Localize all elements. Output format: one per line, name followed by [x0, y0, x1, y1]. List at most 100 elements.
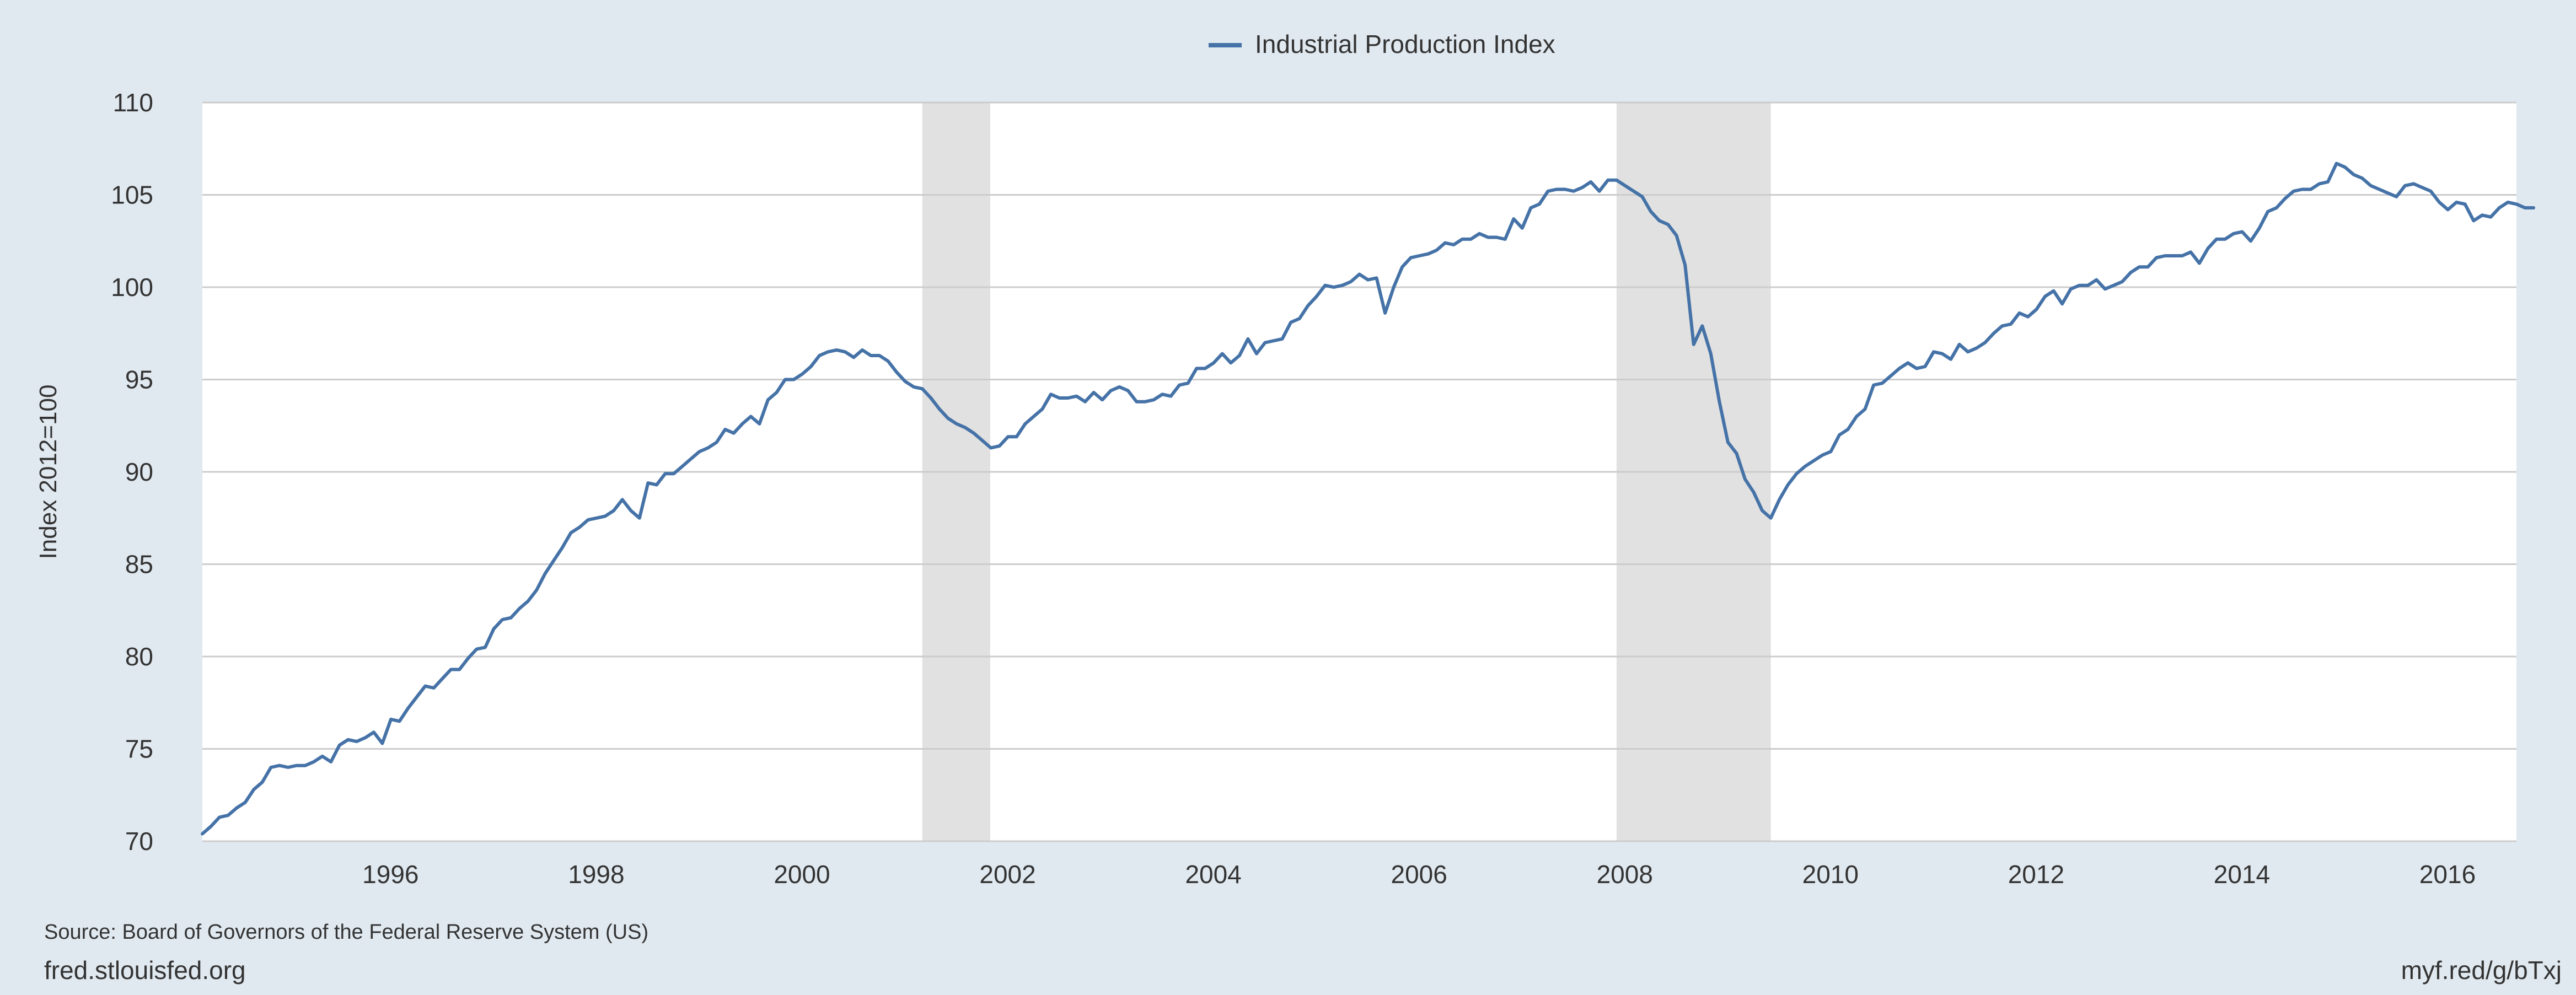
- x-tick-label-2016: 2016: [2419, 860, 2476, 889]
- x-tick-label-2000: 2000: [774, 860, 830, 889]
- data-point-220: [2087, 285, 2088, 286]
- data-point-98: [1042, 409, 1043, 410]
- data-point-99: [1050, 394, 1051, 395]
- data-point-253: [2370, 185, 2371, 186]
- data-point-139: [1393, 287, 1394, 288]
- y-axis-tick-labels: 70 75 80 85 90 95 100 105 110: [111, 88, 153, 856]
- data-point-18: [356, 741, 357, 742]
- y-tick-label-75: 75: [125, 735, 153, 763]
- data-point-228: [2156, 257, 2157, 258]
- data-point-93: [999, 446, 1000, 447]
- data-point-252: [2362, 178, 2363, 179]
- series-line-industrial-production-index[interactable]: [201, 162, 2536, 836]
- data-point-100: [1059, 398, 1060, 399]
- legend-label-industrial-production-index: Industrial Production Index: [1255, 30, 1555, 58]
- y-tick-label-110: 110: [113, 88, 153, 117]
- data-point-107: [1119, 386, 1120, 387]
- x-tick-label-2006: 2006: [1391, 860, 1447, 889]
- data-point-250: [2345, 167, 2346, 168]
- data-point-176: [1710, 353, 1711, 354]
- data-point-116: [1196, 368, 1197, 369]
- data-point-61: [725, 429, 726, 430]
- gridlines: [202, 101, 2516, 842]
- short-url-link[interactable]: myf.red/g/bTxj: [2401, 956, 2562, 985]
- data-point-180: [1745, 479, 1746, 480]
- data-point-103: [1085, 401, 1086, 402]
- data-point-65: [759, 423, 760, 424]
- data-point-254: [2379, 189, 2380, 190]
- data-point-74: [836, 349, 837, 350]
- data-point-135: [1359, 274, 1360, 275]
- data-point-209: [1993, 333, 1994, 334]
- data-point-63: [742, 423, 743, 424]
- data-point-205: [1959, 344, 1960, 345]
- data-point-179: [1736, 453, 1737, 454]
- data-point-86: [939, 409, 940, 410]
- data-point-211: [2010, 324, 2011, 325]
- data-point-270: [2516, 204, 2517, 205]
- data-point-193: [1856, 416, 1857, 417]
- data-point-9: [279, 765, 280, 766]
- data-point-20: [373, 732, 374, 733]
- data-point-265: [2473, 220, 2474, 221]
- y-tick-label-105: 105: [111, 181, 153, 209]
- data-point-168: [1642, 196, 1643, 197]
- data-point-60: [716, 442, 717, 443]
- data-point-221: [2096, 279, 2097, 280]
- data-point-130: [1316, 296, 1317, 297]
- data-point-37: [519, 608, 520, 609]
- y-tick-label-95: 95: [125, 365, 153, 394]
- data-point-30: [459, 669, 460, 670]
- data-point-149: [1479, 233, 1480, 234]
- data-point-200: [1916, 368, 1917, 369]
- data-point-215: [2045, 296, 2046, 297]
- data-point-21: [382, 743, 383, 744]
- x-tick-label-2014: 2014: [2214, 860, 2270, 889]
- y-tick-label-85: 85: [125, 550, 153, 579]
- x-tick-label-2002: 2002: [979, 860, 1035, 889]
- y-tick-label-70: 70: [125, 827, 153, 856]
- y-axis-label: Index 2012=100: [35, 385, 62, 560]
- data-point-256: [2396, 196, 2397, 197]
- data-point-101: [1068, 398, 1069, 399]
- data-point-151: [1496, 237, 1497, 238]
- data-point-56: [682, 466, 683, 467]
- data-point-106: [1110, 390, 1111, 391]
- data-point-177: [1719, 401, 1720, 402]
- data-point-245: [2302, 189, 2303, 190]
- x-tick-label-1996: 1996: [362, 860, 418, 889]
- data-point-33: [485, 647, 486, 648]
- data-point-249: [2336, 163, 2337, 164]
- data-point-251: [2353, 174, 2354, 175]
- data-point-133: [1342, 285, 1343, 286]
- data-point-182: [1762, 510, 1763, 511]
- x-tick-label-1998: 1998: [568, 860, 624, 889]
- data-point-0: [202, 833, 203, 834]
- data-point-29: [450, 669, 451, 670]
- data-point-67: [776, 392, 777, 393]
- x-axis-tick-labels: 1996 1998 2000 2002 2004 2006 2008 2010 2012 2014…: [362, 860, 2476, 889]
- data-point-259: [2422, 187, 2423, 188]
- data-point-178: [1727, 442, 1728, 443]
- site-link[interactable]: fred.stlouisfed.org: [44, 956, 246, 985]
- data-point-141: [1410, 257, 1411, 258]
- legend[interactable]: Industrial Production Index: [1209, 30, 1555, 58]
- data-point-58: [699, 451, 700, 452]
- data-point-64: [750, 416, 751, 417]
- x-tick-label-2012: 2012: [2008, 860, 2064, 889]
- data-point-170: [1659, 220, 1660, 221]
- data-point-27: [433, 688, 434, 689]
- data-point-88: [956, 423, 957, 424]
- data-point-68: [785, 379, 786, 380]
- y-tick-label-90: 90: [125, 458, 153, 486]
- data-point-184: [1779, 499, 1780, 500]
- data-point-96: [1025, 423, 1026, 424]
- y-tick-label-80: 80: [125, 642, 153, 671]
- data-point-223: [2113, 285, 2114, 286]
- data-point-91: [982, 440, 983, 441]
- x-tick-label-2008: 2008: [1597, 860, 1653, 889]
- data-point-34: [493, 628, 494, 629]
- data-point-219: [2079, 285, 2080, 286]
- data-point-112: [1162, 394, 1163, 395]
